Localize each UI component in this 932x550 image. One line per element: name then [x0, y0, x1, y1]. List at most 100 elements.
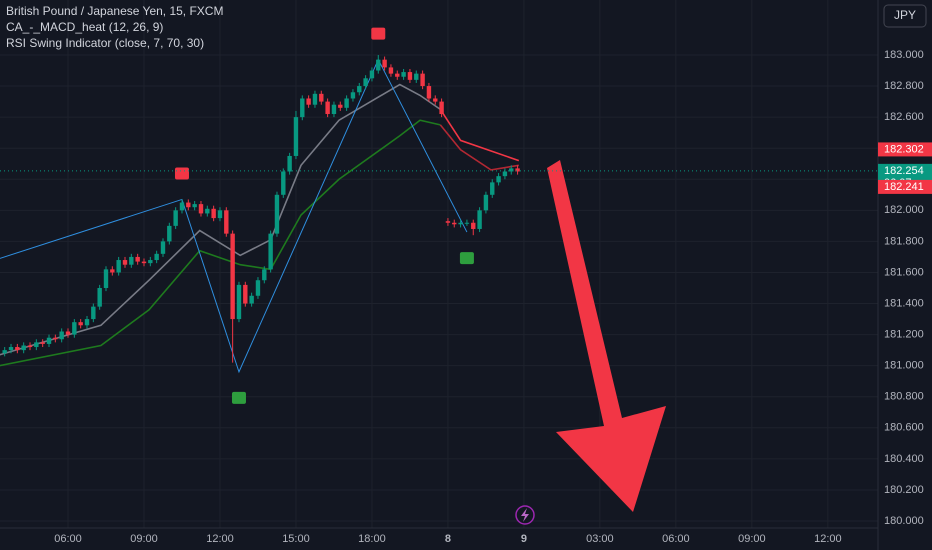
price-tag-label: 182.302 [884, 143, 924, 155]
candle-body [236, 284, 242, 320]
candle-body [141, 261, 147, 264]
y-tick-label: 183.000 [884, 49, 924, 61]
candle-body [103, 269, 109, 288]
candle-body [46, 337, 52, 344]
candle-body [477, 210, 482, 229]
candle-body [97, 288, 102, 307]
candle-body [331, 104, 337, 115]
candle-body [192, 204, 197, 208]
overlay-line [439, 124, 519, 171]
candle-body [91, 306, 96, 320]
candle-body [420, 73, 425, 87]
candle-body [21, 345, 26, 351]
chart-title: British Pound / Japanese Yen, 15, FXCM [6, 4, 223, 18]
candle-body [268, 233, 273, 270]
candle-body [154, 253, 159, 261]
candle-body [243, 284, 248, 304]
candle-body [262, 269, 267, 281]
candle-body [401, 72, 406, 77]
price-tag [878, 142, 932, 157]
candle-body [2, 350, 7, 354]
candle-body [173, 210, 178, 226]
candle-body [509, 168, 514, 172]
candle-body [293, 117, 299, 156]
swing-signal [231, 391, 246, 404]
candle-body [300, 98, 305, 118]
x-tick-label: 15:00 [282, 533, 310, 545]
candle-body [78, 322, 83, 326]
candle-body [395, 73, 400, 77]
candle-body [198, 204, 204, 214]
y-tick-label: 182.600 [884, 111, 924, 123]
y-tick-label: 181.800 [884, 235, 924, 247]
candle-body [376, 59, 381, 71]
candle-body [414, 73, 419, 80]
candle-body [72, 322, 77, 335]
candle-body [490, 182, 495, 195]
y-tick-label: 180.600 [884, 422, 924, 434]
candle-body [34, 342, 39, 348]
candle-body [40, 342, 45, 344]
x-tick-label: 06:00 [662, 533, 690, 545]
indicator-label: RSI Swing Indicator (close, 7, 70, 30) [6, 36, 204, 50]
candle-body [205, 208, 210, 214]
candle-body [116, 260, 121, 273]
candle-body [230, 233, 235, 320]
candle-body [148, 260, 153, 264]
candle-body [59, 331, 64, 340]
candle-body [357, 86, 362, 93]
y-tick-label: 182.800 [884, 80, 924, 92]
candle-body [274, 194, 280, 234]
swing-signal [174, 167, 189, 180]
overlay-line [0, 58, 468, 374]
currency-button[interactable] [883, 4, 927, 28]
price-tag [878, 179, 932, 194]
x-tick-label: 9 [521, 533, 527, 545]
y-tick-label: 181.000 [884, 360, 924, 372]
candle-body [179, 202, 185, 211]
candle-body [338, 104, 343, 108]
candle-body [382, 59, 387, 68]
candle-body [122, 260, 128, 265]
candle-body [129, 256, 134, 265]
currency-label[interactable]: JPY [894, 8, 916, 22]
candle-body [249, 295, 254, 304]
candle-body [350, 92, 356, 99]
candle-body [439, 101, 444, 115]
price-tag-label: 182.241 [884, 181, 924, 193]
candle-body [281, 171, 286, 195]
candle-body [167, 225, 172, 242]
candle-body [325, 101, 330, 115]
candle-body [407, 72, 413, 80]
indicator-label: CA_-_MACD_heat (12, 26, 9) [6, 20, 163, 34]
candle-body [426, 86, 432, 99]
y-tick-label: 180.200 [884, 484, 924, 496]
candle-body [515, 168, 520, 172]
y-tick-label: 181.400 [884, 297, 924, 309]
candle-body [483, 194, 489, 211]
x-tick-label: 09:00 [738, 533, 766, 545]
candle-body [312, 93, 318, 105]
candle-body [287, 155, 292, 172]
candle-body [65, 331, 71, 335]
candle-body [27, 345, 33, 348]
candle-body [135, 256, 140, 262]
candle-body [160, 241, 166, 254]
x-tick-label: 03:00 [586, 533, 614, 545]
x-tick-label: 18:00 [358, 533, 386, 545]
y-tick-label: 180.400 [884, 453, 924, 465]
candle-body [458, 222, 463, 225]
candle-body [84, 319, 90, 326]
events-icon-bolt [521, 508, 529, 522]
candle-body [496, 176, 501, 183]
candle-body [186, 202, 191, 208]
candle-body [255, 280, 261, 296]
candle-body [344, 98, 349, 108]
candles [2, 54, 520, 363]
signals [174, 27, 474, 404]
candle-body [15, 347, 20, 351]
candle-body [211, 208, 216, 219]
candle-body [224, 210, 229, 234]
x-tick-label: 12:00 [206, 533, 234, 545]
